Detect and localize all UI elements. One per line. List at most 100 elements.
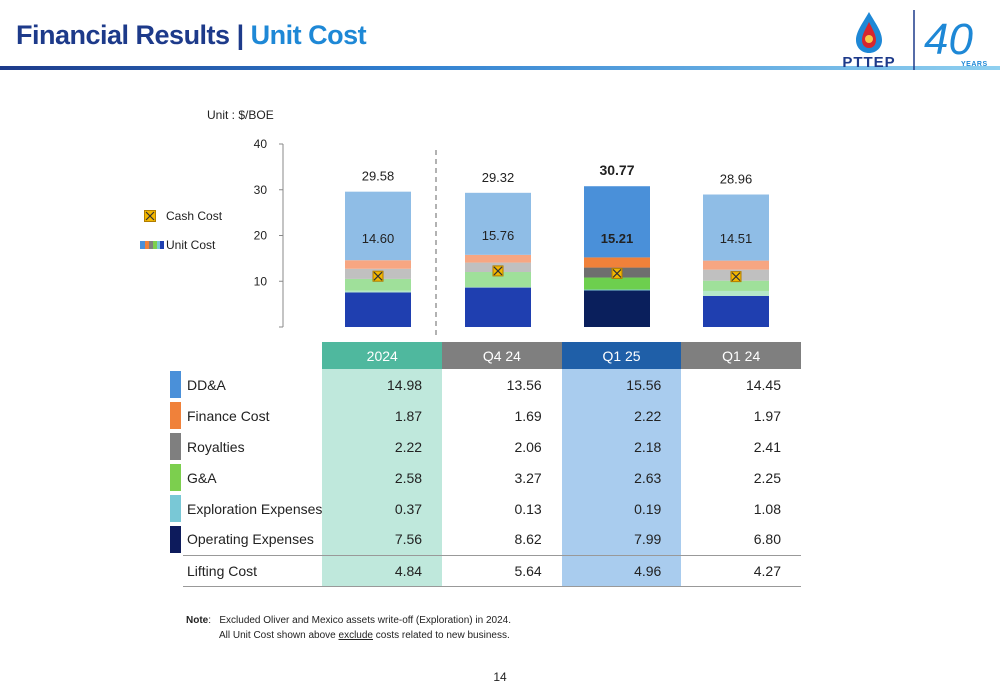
bar-segment [345,290,411,293]
row-color-swatch [170,526,181,553]
bar-segment [584,186,650,258]
table-cell: 2.22 [561,400,682,431]
table-cell: 15.56 [561,369,682,400]
table-cell: 1.97 [681,400,801,431]
bar-segment [345,292,411,327]
row-color-swatch [170,495,181,522]
table-cell: 0.19 [561,493,682,524]
bar-segment [703,295,769,327]
cash-cost-label: 15.21 [601,231,634,246]
column-header: Q1 25 [561,342,682,369]
table-cell: 2.18 [561,431,682,462]
cash-cost-marker-x [731,272,741,282]
table-cell: 4.96 [561,554,682,587]
bar-segment [345,191,411,261]
row-label: G&A [187,469,217,486]
table-row: Exploration Expenses 0.37 0.13 0.19 1.08 [183,493,801,524]
table-cell: 2.06 [442,431,562,462]
table-cell: 1.87 [322,400,443,431]
bar-segment [703,280,769,291]
table-cell: 7.99 [561,524,682,555]
table-row: Lifting Cost 4.84 5.64 4.96 4.27 [183,554,801,587]
bar-segment [465,254,531,263]
note-underlined-word: exclude [338,630,373,641]
table-cell: 14.45 [681,369,801,400]
column-header: Q4 24 [442,342,562,369]
total-label: 28.96 [720,172,753,187]
page-title: Financial Results | Unit Cost [16,20,367,51]
cash-cost-marker-x [373,271,383,281]
table-cell: 4.27 [681,554,801,587]
bar-segment [703,290,769,296]
title-prefix: Financial Results | [16,20,251,50]
table-row: Finance Cost 1.87 1.69 2.22 1.97 [183,400,801,431]
table-row: Operating Expenses 7.56 8.62 7.99 6.80 [183,524,801,555]
total-label: 29.58 [362,169,395,184]
unit-cost-marker-icon [140,241,164,249]
bar-segment [584,289,650,291]
y-tick-label: 10 [254,274,268,288]
footnote: Note: Excluded Oliver and Mexico assets … [186,615,511,641]
pttep-logo: 40 PTTEP YEARS [834,8,994,72]
column-header: Q1 24 [681,342,801,369]
bar-segment [584,290,650,327]
bar-segment [703,194,769,261]
table-cell: 1.69 [442,400,562,431]
table-cell: 7.56 [322,524,443,555]
legend-label: Cash Cost [166,209,223,223]
table-cell: 2.63 [561,462,682,493]
bar-segment [584,257,650,268]
bar-segment [703,260,769,270]
cash-cost-marker-icon [144,210,156,222]
title-underline [0,66,1000,70]
table-row: DD&A 14.98 13.56 15.56 14.45 [183,369,801,400]
bar-segment [584,277,650,290]
title-highlight: Unit Cost [250,20,367,50]
table-cell: 5.64 [442,554,562,587]
table-cell: 0.13 [442,493,562,524]
bar-segment [345,278,411,291]
table-cell: 14.98 [322,369,443,400]
note-line-2-start: All Unit Cost shown above [219,630,339,641]
row-color-swatch [170,464,181,491]
row-label: DD&A [187,376,226,393]
legend-label: Unit Cost [166,238,216,252]
total-label: 29.32 [482,170,515,185]
unit-cost-table: 2024 Q4 24 Q1 25 Q1 24 DD&A 14.98 13.56 15.… [183,342,801,587]
table-cell: 2.25 [681,462,801,493]
table-cell: 3.27 [442,462,562,493]
bar-segment [465,272,531,287]
cash-cost-marker-x [612,268,622,278]
cash-cost-label: 14.51 [720,231,753,246]
row-color-swatch [170,371,181,398]
table-header-row: 2024 Q4 24 Q1 25 Q1 24 [183,342,801,369]
table-cell: 0.37 [322,493,443,524]
unit-label: Unit : $/BOE [207,108,274,122]
total-label: 30.77 [599,162,634,178]
cash-cost-label: 15.76 [482,228,515,243]
y-tick-label: 20 [254,229,268,243]
table-cell: 2.58 [322,462,443,493]
cash-cost-label: 14.60 [362,231,395,246]
row-label: Operating Expenses [187,531,314,548]
row-color-swatch [170,402,181,429]
bar-segment [345,260,411,269]
logo-graphic: 40 [856,10,973,70]
note-line-1: Excluded Oliver and Mexico assets write-… [219,615,511,626]
table-cell: 13.56 [442,369,562,400]
note-prefix: Note [186,615,209,626]
page-number: 14 [493,670,507,684]
row-color-swatch [170,433,181,460]
table-cell: 8.62 [442,524,562,555]
table-cell: 4.84 [322,554,443,587]
row-label: Finance Cost [187,407,270,424]
table-cell: 6.80 [681,524,801,555]
logo-wordmark: PTTEP [842,54,896,71]
cash-cost-marker-x [493,266,503,276]
bar-segment [465,287,531,327]
y-tick-label: 40 [254,137,268,151]
table-cell: 2.41 [681,431,801,462]
table-row: Royalties 2.22 2.06 2.18 2.41 [183,431,801,462]
y-tick-label: 30 [254,183,268,197]
